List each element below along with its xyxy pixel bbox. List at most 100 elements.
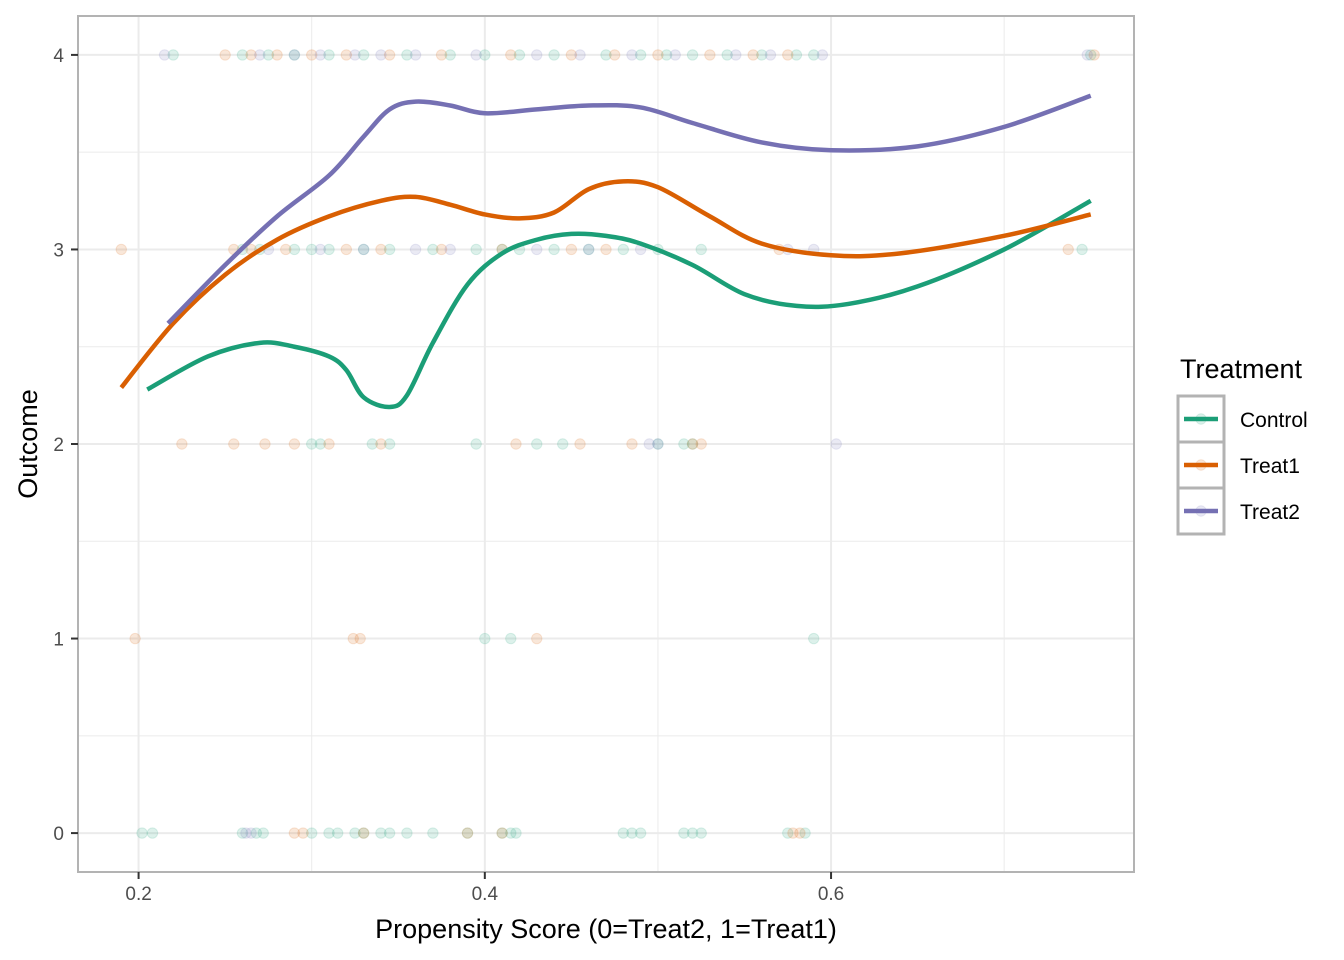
point-control (686, 438, 699, 450)
point-control (323, 827, 335, 839)
legend-label-treat2: Treat2 (1240, 501, 1300, 524)
point-treat2 (357, 243, 370, 256)
x-tick-label: 0.2 (125, 884, 151, 905)
point-control (756, 49, 768, 61)
point-treat1 (600, 243, 612, 256)
point-treat2 (245, 827, 257, 839)
point-control (236, 49, 249, 61)
point-treat2 (531, 49, 543, 61)
point-control (461, 827, 474, 839)
point-control (617, 827, 630, 839)
point-control (146, 827, 159, 839)
point-control (721, 49, 733, 61)
point-control (582, 243, 595, 256)
point-treat1 (435, 49, 448, 61)
point-treat2 (764, 49, 777, 61)
point-treat2 (254, 49, 266, 61)
y-axis-title: Outcome (13, 389, 43, 499)
point-treat1 (787, 827, 799, 839)
smooth-line-control (146, 198, 1092, 410)
point-control (444, 49, 456, 61)
point-treat1 (288, 438, 301, 450)
x-tick-label: 0.4 (472, 884, 499, 905)
point-treat1 (347, 632, 359, 645)
point-treat1 (505, 49, 517, 61)
point-treat1 (176, 438, 188, 450)
point-control (626, 827, 638, 839)
point-treat2 (409, 243, 422, 256)
point-treat1 (510, 438, 522, 450)
point-treat1 (704, 49, 716, 61)
point-control (531, 438, 543, 450)
point-treat1 (129, 632, 141, 645)
point-control (323, 49, 335, 61)
point-control (808, 49, 820, 61)
point-treat1 (531, 632, 543, 645)
point-treat1 (608, 49, 621, 61)
point-control (331, 827, 344, 839)
point-control (306, 438, 318, 450)
point-treat2 (574, 49, 586, 61)
point-treat1 (1062, 243, 1074, 256)
point-control (799, 827, 811, 839)
point-treat1 (747, 49, 759, 61)
axis-ticks: 0.2 0.4 0.6 0 1 2 3 4 (53, 46, 844, 905)
point-treat1 (340, 243, 353, 256)
point-treat1 (357, 827, 370, 839)
point-treat1 (652, 49, 664, 61)
point-control (314, 438, 327, 450)
point-treat1 (297, 827, 309, 839)
point-treat2 (669, 49, 681, 61)
legend-title: Treatment (1180, 354, 1303, 384)
point-treat2 (314, 243, 327, 256)
point-control (349, 827, 361, 839)
point-control (357, 827, 370, 839)
point-control (505, 632, 517, 645)
point-treat2 (240, 827, 252, 839)
point-treat2 (349, 49, 361, 61)
point-treat1 (228, 438, 240, 450)
point-control (357, 243, 370, 256)
point-treat1 (115, 243, 127, 256)
point-control (617, 243, 630, 256)
point-control (357, 49, 370, 61)
point-control (306, 243, 318, 256)
point-treat2 (582, 243, 595, 256)
point-control (427, 827, 439, 839)
point-control (600, 49, 612, 61)
point-control (686, 49, 699, 61)
point-treat1 (340, 49, 353, 61)
point-control (257, 827, 269, 839)
legend: Treatment Control Treat1 Treat2 (1176, 354, 1308, 536)
point-treat1 (461, 827, 474, 839)
legend-label-control: Control (1240, 409, 1308, 432)
point-treat2 (314, 49, 327, 61)
point-control (479, 49, 491, 61)
point-control (505, 827, 517, 839)
point-control (323, 243, 335, 256)
point-treat2 (1081, 49, 1093, 61)
x-tick-label: 0.6 (818, 884, 844, 905)
point-control (288, 243, 301, 256)
point-control (288, 49, 301, 61)
point-control (262, 49, 275, 61)
y-tick-label: 4 (53, 46, 64, 67)
point-treat1 (245, 49, 257, 61)
point-treat2 (375, 49, 387, 61)
point-control (250, 827, 263, 839)
point-treat1 (686, 438, 699, 450)
point-control (306, 827, 318, 839)
point-treat1 (354, 632, 366, 645)
point-control (167, 49, 179, 61)
grid-lines (78, 16, 1134, 872)
point-treat1 (782, 49, 794, 61)
point-control (510, 827, 522, 839)
point-control (634, 827, 647, 839)
point-treat2 (158, 49, 171, 61)
point-treat1 (574, 438, 586, 450)
point-control (790, 49, 803, 61)
y-tick-label: 0 (53, 824, 64, 845)
point-treat2 (409, 49, 422, 61)
point-control (383, 243, 396, 256)
